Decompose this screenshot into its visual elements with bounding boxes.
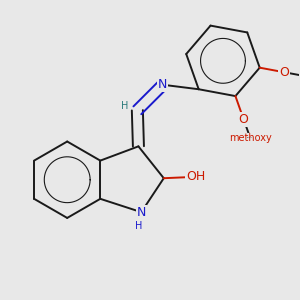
Text: N: N [136,206,146,219]
Text: H: H [121,101,128,111]
Text: methoxy: methoxy [229,133,272,143]
Text: O: O [279,66,289,79]
Text: N: N [158,78,168,91]
Text: methoxy: methoxy [247,136,254,138]
Text: O: O [239,113,249,126]
Text: H: H [136,221,143,231]
Text: OH: OH [186,170,205,183]
